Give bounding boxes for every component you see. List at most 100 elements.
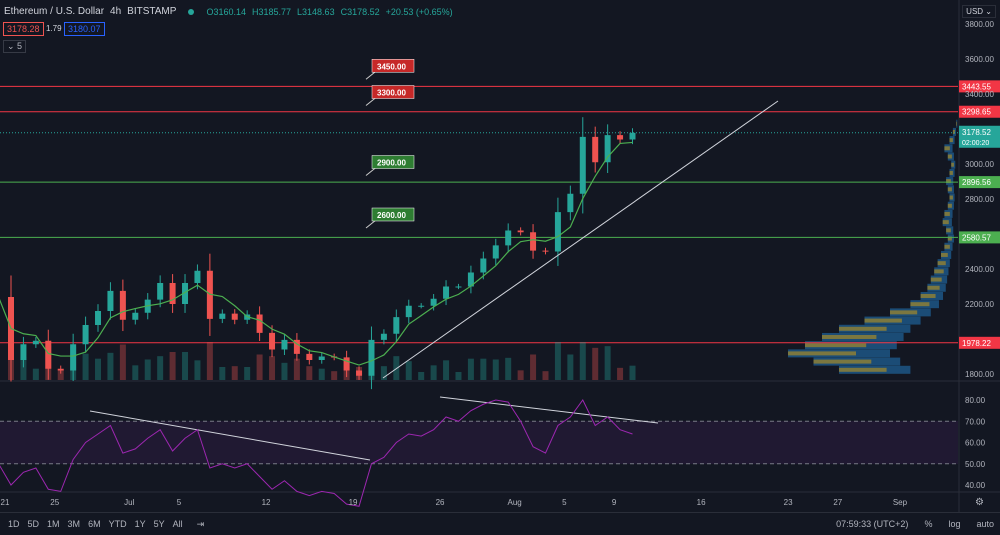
volume-profile-bar xyxy=(839,326,887,331)
exchange: BITSTAMP xyxy=(127,6,177,17)
moving-average-line xyxy=(0,141,633,366)
volume-profile-bar xyxy=(946,228,951,233)
buy-button[interactable]: 3180.07 xyxy=(64,22,105,36)
candle xyxy=(393,317,400,334)
time-tick: 5 xyxy=(177,498,182,507)
time-tick: Jul xyxy=(124,498,134,507)
time-tick: 26 xyxy=(436,498,445,507)
candle xyxy=(32,340,39,345)
clock[interactable]: 07:59:33 (UTC+2) xyxy=(836,519,909,529)
range-ytd[interactable]: YTD xyxy=(108,519,127,529)
volume-profile-bar xyxy=(949,170,953,175)
volume-bar xyxy=(157,356,164,380)
candle xyxy=(70,344,77,371)
volume-profile-bar xyxy=(890,310,918,315)
rsi-tick: 50.00 xyxy=(965,460,986,469)
candle xyxy=(95,311,102,325)
volume-bar xyxy=(194,360,201,380)
volume-bar xyxy=(231,366,238,380)
price-label-bg xyxy=(959,105,1000,118)
ohlc-high: H3185.77 xyxy=(251,6,292,17)
price-note: 2600.00 xyxy=(377,211,406,220)
volume-profile-bar xyxy=(947,154,952,159)
auto-toggle[interactable]: auto xyxy=(976,519,994,529)
range-6m[interactable]: 6M xyxy=(88,519,101,529)
price-tick: 3800.00 xyxy=(965,20,994,29)
time-tick: 19 xyxy=(349,498,358,507)
volume-bar xyxy=(45,345,52,380)
volume-profile-bar xyxy=(927,285,940,290)
volume-bar xyxy=(182,352,189,380)
candle xyxy=(318,356,325,360)
candle xyxy=(567,193,574,213)
volume-profile-bar xyxy=(813,359,872,364)
candle xyxy=(455,286,462,288)
note-pointer xyxy=(365,70,377,80)
sell-button[interactable]: 3178.28 xyxy=(3,22,44,36)
price-label-bg xyxy=(959,176,1000,189)
candle xyxy=(443,286,450,299)
volume-bar xyxy=(554,342,561,380)
volume-bar xyxy=(20,357,27,380)
range-1y[interactable]: 1Y xyxy=(134,519,146,529)
volume-bar xyxy=(567,354,574,380)
price-tick: 3000.00 xyxy=(965,160,994,169)
price-note-bg xyxy=(371,207,415,222)
percent-toggle[interactable]: % xyxy=(924,519,933,529)
range-3m[interactable]: 3M xyxy=(67,519,81,529)
rsi-line xyxy=(0,399,633,507)
volume-bar xyxy=(517,370,524,380)
candle xyxy=(356,370,363,376)
range-5d[interactable]: 5D xyxy=(27,519,40,529)
settings-icon: ⚙ xyxy=(975,497,984,508)
candle xyxy=(293,339,300,354)
volume-profile-bar xyxy=(944,146,950,151)
ohlc-low: L3148.63 xyxy=(297,6,335,17)
range-1m[interactable]: 1M xyxy=(47,519,60,529)
bottom-toolbar: 1D 5D 1M 3M 6M YTD 1Y 5Y All ⇥ 07:59:33 … xyxy=(0,512,1000,535)
volume-profile-bar xyxy=(942,220,949,225)
rsi-band xyxy=(0,421,958,464)
volume-bar xyxy=(579,342,586,380)
interval[interactable]: 4h xyxy=(110,6,122,17)
volume-bar xyxy=(119,344,126,380)
rsi-tick: 80.00 xyxy=(965,396,986,405)
goto-date-icon[interactable]: ⇥ xyxy=(196,518,205,529)
currency-select[interactable]: USD ⌄ xyxy=(962,5,996,18)
volume-profile-bar xyxy=(944,211,950,216)
volume-bar xyxy=(293,358,300,380)
candle xyxy=(430,298,437,306)
range-1d[interactable]: 1D xyxy=(8,519,20,529)
collapse-indicators-button[interactable]: ⌄ 5 xyxy=(3,40,27,53)
price-label: 3298.65 xyxy=(962,108,991,117)
price-tick: 2800.00 xyxy=(965,195,994,204)
price-label-bg xyxy=(959,231,1000,244)
volume-bar xyxy=(256,354,263,380)
volume-profile-bar xyxy=(941,252,948,257)
candle xyxy=(119,290,126,320)
price-note-bg xyxy=(371,85,415,99)
candle xyxy=(579,136,586,194)
ohlc-close: C3178.52 xyxy=(340,6,380,17)
range-all[interactable]: All xyxy=(172,519,183,529)
range-5y[interactable]: 5Y xyxy=(153,519,165,529)
candle xyxy=(256,314,263,333)
volume-bar xyxy=(604,346,611,380)
candle xyxy=(380,333,387,340)
note-pointer xyxy=(365,97,377,106)
log-toggle[interactable]: log xyxy=(948,519,961,529)
candle xyxy=(418,305,425,307)
price-chart[interactable]: 3443.55 3298.65 2896.56 2580.57 1978.22 3178.… xyxy=(0,0,1000,512)
time-tick: Aug xyxy=(508,498,522,507)
volume-bar xyxy=(455,372,462,380)
candle xyxy=(182,283,189,304)
volume-bar xyxy=(405,361,412,380)
volume-bar xyxy=(318,368,325,380)
volume-bar xyxy=(132,365,139,380)
rsi-tick: 70.00 xyxy=(965,417,986,426)
spread: 1.79 xyxy=(46,24,62,33)
volume-profile-bar xyxy=(822,334,877,339)
volume-bar xyxy=(107,352,114,380)
time-tick: 5 xyxy=(562,498,567,507)
price-note: 3300.00 xyxy=(377,89,406,98)
